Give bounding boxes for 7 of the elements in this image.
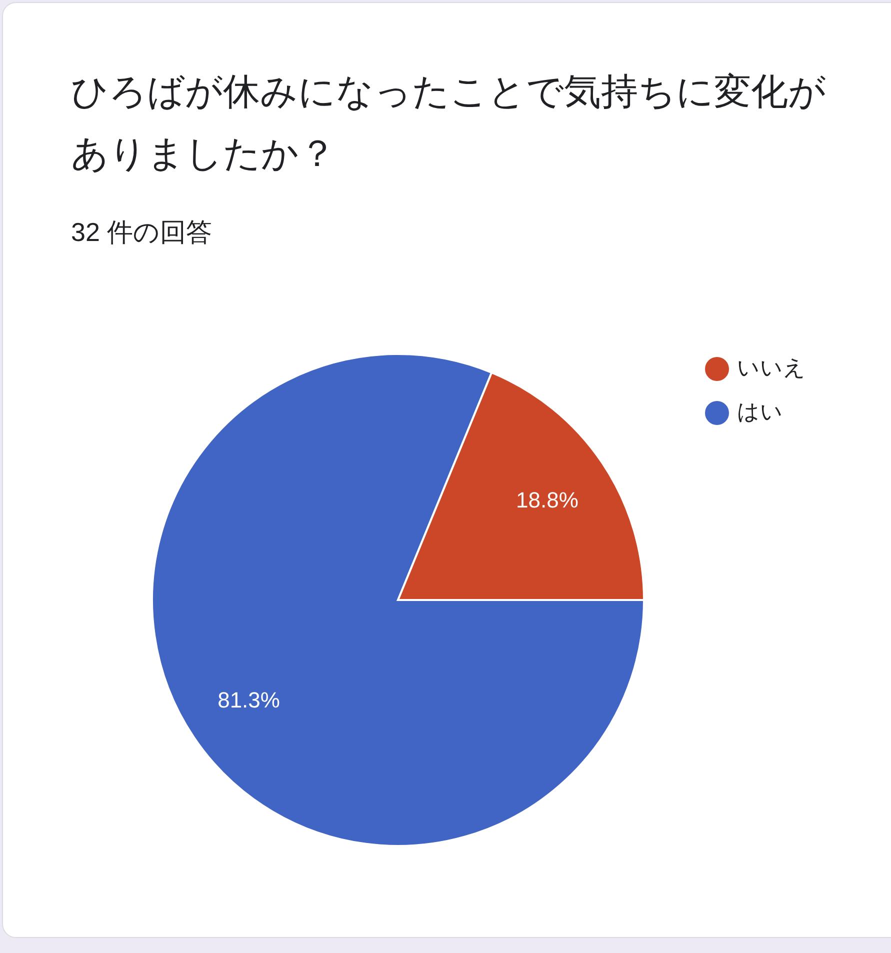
- legend-label: いいえ: [737, 355, 806, 380]
- data-label: 18.8%: [516, 488, 578, 513]
- legend-label: はい: [737, 399, 783, 424]
- chart-title: ひろばが休みになったことで気持ちに変化がありましたか？: [71, 70, 827, 176]
- pie-slice: [151, 353, 645, 847]
- data-label: 81.3%: [218, 687, 280, 712]
- chart-subtitle: 32 件の回答: [71, 216, 212, 249]
